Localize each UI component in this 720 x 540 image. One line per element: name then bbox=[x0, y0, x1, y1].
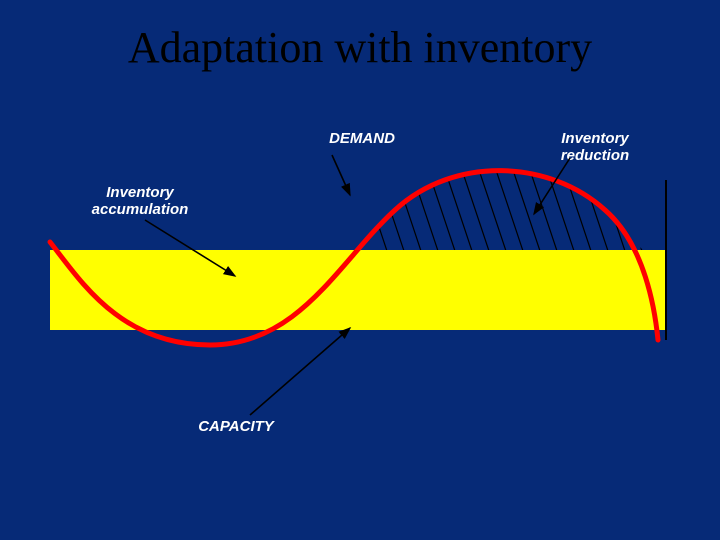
arrow bbox=[250, 328, 350, 415]
label-capacity: CAPACITY bbox=[166, 418, 306, 435]
capacity-band bbox=[50, 250, 666, 330]
chart-area bbox=[50, 180, 670, 400]
slide-title: Adaptation with inventory bbox=[0, 22, 720, 73]
hatch-line bbox=[367, 140, 407, 260]
label-reduction: Inventoryreduction bbox=[520, 130, 670, 165]
hatch-line bbox=[350, 140, 390, 260]
chart-svg bbox=[50, 180, 670, 400]
hatch-line bbox=[452, 140, 492, 260]
hatch-line bbox=[418, 140, 458, 260]
hatch-line bbox=[469, 140, 509, 260]
label-demand: DEMAND bbox=[292, 130, 432, 147]
arrow bbox=[332, 155, 350, 195]
hatch-line bbox=[435, 140, 475, 260]
